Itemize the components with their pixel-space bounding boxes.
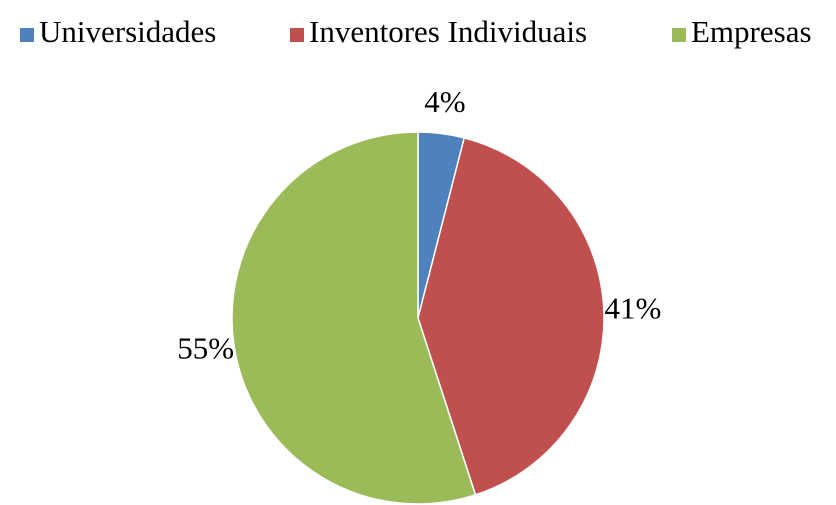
legend-text: Inventores Individuais [309, 14, 587, 49]
legend-swatch [20, 28, 34, 42]
value-label: 55% [177, 331, 234, 366]
legend-text: Empresas [691, 14, 812, 49]
legend-text: Universidades [39, 14, 216, 49]
value-label: 41% [604, 290, 661, 325]
value-label: 4% [424, 84, 465, 119]
pie-slice [417, 136, 605, 496]
legend-swatch [290, 28, 304, 42]
legend-swatch [672, 28, 686, 42]
pie-slice [231, 131, 477, 505]
